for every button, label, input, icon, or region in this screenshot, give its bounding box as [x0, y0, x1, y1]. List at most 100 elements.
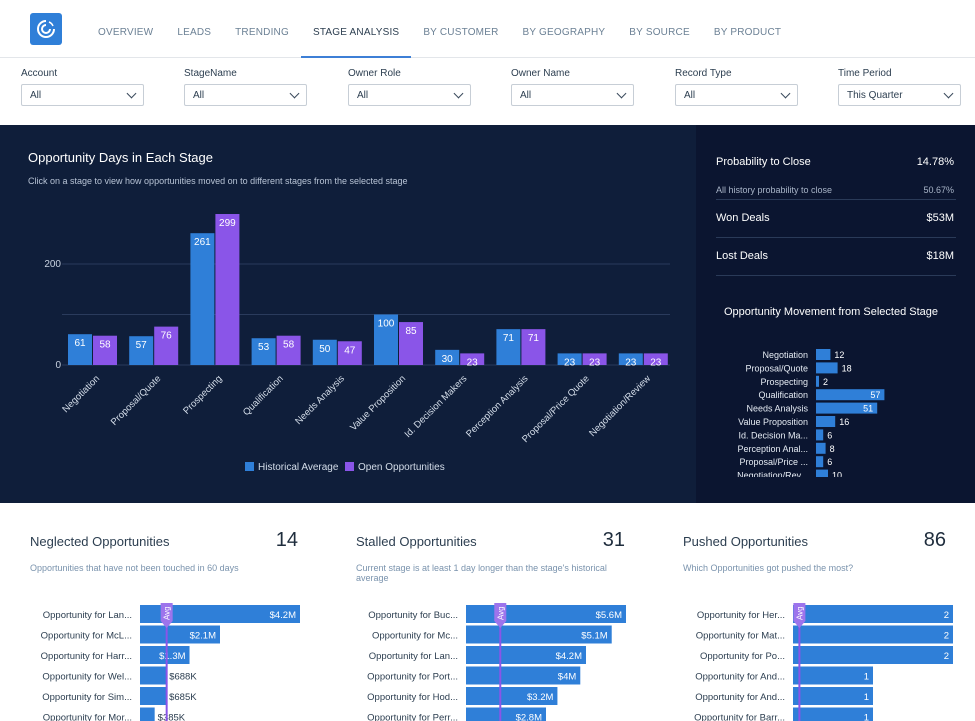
card-row-label[interactable]: Opportunity for Po... — [700, 651, 785, 662]
movement-bar[interactable] — [816, 389, 885, 401]
tab-by-geography[interactable]: BY GEOGRAPHY — [522, 27, 606, 38]
card-bar[interactable] — [140, 666, 167, 685]
card-row-label[interactable]: Opportunity for Mor... — [43, 713, 132, 721]
filter-label: Record Type — [675, 68, 732, 79]
card-row-label[interactable]: Opportunity for McL... — [41, 631, 132, 642]
movement-bar-chart[interactable]: Negotiation 12 Proposal/Quote 18 Prospecting… — [696, 343, 975, 477]
tab-by-source[interactable]: BY SOURCE — [629, 27, 690, 38]
card-bar[interactable] — [140, 625, 220, 644]
bar-historical[interactable] — [312, 339, 337, 365]
bar-historical[interactable] — [435, 349, 460, 365]
tab-trending[interactable]: TRENDING — [235, 27, 289, 38]
bar-open[interactable] — [399, 322, 423, 365]
account-select[interactable]: All — [21, 84, 144, 106]
card-row-label[interactable]: Opportunity for Lan... — [43, 610, 132, 621]
movement-bar[interactable] — [816, 402, 878, 414]
x-tick-label: Value Proposition — [348, 373, 408, 433]
time-period-select[interactable]: This Quarter — [838, 84, 961, 106]
card-row-label[interactable]: Opportunity for Hod... — [367, 692, 458, 703]
card-bar[interactable] — [466, 687, 558, 705]
card-row-label[interactable]: Opportunity for Port... — [367, 672, 458, 683]
bar-historical[interactable] — [190, 233, 215, 365]
card-bar-value: 2 — [944, 651, 949, 662]
bar-historical[interactable] — [251, 338, 276, 365]
tab-by-customer[interactable]: BY CUSTOMER — [423, 27, 499, 38]
select-value: All — [520, 89, 532, 101]
bar-open[interactable] — [154, 326, 179, 365]
bar-open[interactable] — [643, 353, 668, 365]
bar-open[interactable] — [460, 353, 485, 365]
movement-bar[interactable] — [816, 375, 819, 387]
movement-bar[interactable] — [816, 429, 824, 441]
card-bar[interactable] — [140, 646, 190, 664]
divider — [716, 237, 956, 238]
card-bar-value: $2.8M — [516, 713, 542, 721]
card-bar[interactable] — [466, 707, 546, 721]
movement-bar[interactable] — [816, 469, 828, 477]
probability-row: Probability to Close 14.78% — [716, 156, 954, 168]
tab-stage-analysis[interactable]: STAGE ANALYSIS — [300, 0, 412, 58]
bar-open[interactable] — [521, 329, 546, 365]
tab-leads[interactable]: LEADS — [177, 27, 212, 38]
tab-overview[interactable]: OVERVIEW — [98, 27, 154, 38]
card-row-label[interactable]: Opportunity for Harr... — [41, 651, 132, 662]
average-marker — [793, 603, 806, 628]
card-bar-chart[interactable]: Opportunity for Buc... $5.6M Opportunity f… — [356, 603, 631, 721]
card-row-label[interactable]: Opportunity for Buc... — [368, 610, 458, 621]
lost-label: Lost Deals — [716, 250, 768, 262]
card-bar[interactable] — [793, 646, 953, 664]
owner-role-select[interactable]: All — [348, 84, 471, 106]
card-row-label[interactable]: Opportunity for And... — [695, 672, 785, 683]
card-row-label[interactable]: Opportunity for Wel... — [42, 672, 132, 683]
bar-historical[interactable] — [68, 334, 92, 365]
card-bar[interactable] — [140, 707, 155, 721]
tab-by-product[interactable]: BY PRODUCT — [713, 27, 782, 38]
record-type-select[interactable]: All — [675, 84, 798, 106]
bar-open[interactable] — [215, 214, 240, 365]
legend-label: Open Opportunities — [358, 462, 445, 473]
card-row-label[interactable]: Opportunity for Perr... — [367, 713, 458, 721]
card-bar[interactable] — [466, 625, 612, 644]
filter-time-period: Time Period This Quarter — [838, 68, 961, 106]
card-row-label[interactable]: Opportunity for Her... — [697, 610, 785, 621]
movement-bar[interactable] — [816, 416, 836, 427]
card-bar[interactable] — [793, 666, 873, 685]
bar-historical[interactable] — [618, 353, 643, 365]
bar-open[interactable] — [276, 335, 301, 365]
card-bar[interactable] — [793, 707, 873, 721]
bar-historical[interactable] — [557, 353, 582, 365]
bar-historical[interactable] — [129, 336, 154, 365]
card-bar-value: $5.6M — [596, 610, 622, 621]
bar-historical[interactable] — [374, 314, 398, 366]
owner-name-select[interactable]: All — [511, 84, 634, 106]
card-row-label[interactable]: Opportunity for Mc... — [372, 631, 458, 642]
card-row-label[interactable]: Opportunity for And... — [695, 692, 785, 703]
movement-bar[interactable] — [816, 362, 838, 374]
card-bar[interactable] — [140, 605, 300, 623]
card-row-label[interactable]: Opportunity for Barr... — [694, 713, 785, 721]
movement-label: Negotiation — [762, 350, 808, 360]
bar-historical[interactable] — [496, 329, 521, 365]
card-bar[interactable] — [466, 666, 581, 685]
card-bar[interactable] — [140, 687, 167, 705]
movement-bar[interactable] — [816, 349, 831, 360]
movement-bar[interactable] — [816, 442, 826, 454]
card-bar-chart[interactable]: Opportunity for Her... 2 Opportunity for M… — [683, 603, 958, 721]
movement-bar[interactable] — [816, 456, 824, 468]
card-bar[interactable] — [466, 646, 586, 664]
card-title: Stalled Opportunities — [356, 534, 477, 549]
card-bar[interactable] — [793, 605, 953, 623]
stage-bar-chart[interactable]: 0 200 61 58 Negotiation 57 76 Proposal/Quote 261… — [0, 125, 696, 503]
chevron-down-icon — [780, 88, 791, 98]
bar-open[interactable] — [93, 335, 117, 365]
card-bar[interactable] — [793, 687, 873, 705]
bar-open[interactable] — [582, 353, 607, 365]
swirl-logo-icon[interactable] — [30, 13, 62, 45]
stagename-select[interactable]: All — [184, 84, 307, 106]
card-row-label[interactable]: Opportunity for Sim... — [42, 692, 132, 703]
card-bar-chart[interactable]: Opportunity for Lan... $4.2M Opportunity f… — [30, 603, 305, 721]
card-bar[interactable] — [793, 625, 953, 644]
bar-open[interactable] — [337, 341, 362, 365]
card-row-label[interactable]: Opportunity for Lan... — [369, 651, 458, 662]
card-row-label[interactable]: Opportunity for Mat... — [696, 631, 785, 642]
